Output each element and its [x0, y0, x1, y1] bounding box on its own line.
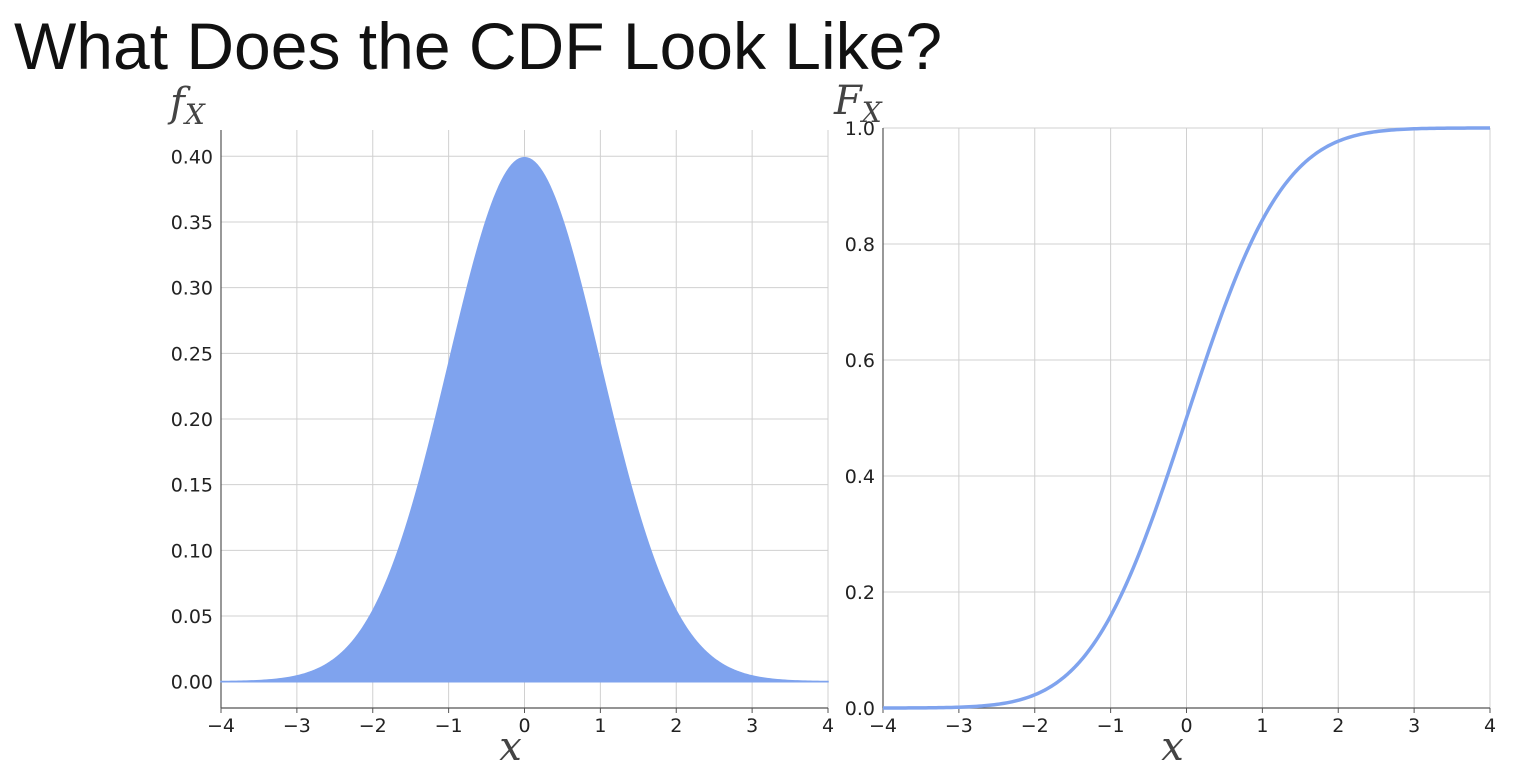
pdf-y-axis-label: fX: [167, 80, 206, 131]
cdf-x-tick-label: 1: [1256, 715, 1268, 737]
pdf-x-tick-label: −2: [359, 715, 387, 737]
slide-title: What Does the CDF Look Like?: [14, 9, 943, 83]
pdf-y-tick-label: 0.15: [171, 475, 213, 497]
cdf-x-tick-label: 3: [1408, 715, 1420, 737]
pdf-y-tick-label: 0.40: [171, 146, 213, 168]
pdf-x-tick-label: 2: [670, 715, 682, 737]
pdf-x-tick-label: −1: [435, 715, 463, 737]
cdf-y-tick-label: 0.2: [845, 582, 875, 604]
cdf-y-tick-label: 0.4: [845, 466, 875, 488]
pdf-x-tick-label: 0: [518, 715, 530, 737]
cdf-x-tick-label: −3: [945, 715, 973, 737]
pdf-y-tick-label: 0.20: [171, 409, 213, 431]
pdf-x-tick-label: 1: [594, 715, 606, 737]
cdf-x-tick-label: −1: [1097, 715, 1125, 737]
pdf-density-area: [220, 156, 829, 683]
pdf-y-tick-label: 0.25: [171, 343, 213, 365]
cdf-x-tick-label: 4: [1484, 715, 1496, 737]
pdf-x-tick-label: −3: [283, 715, 311, 737]
pdf-chart: −4 −3 −2 −1 0 1 2 3 4 0.00 0.05 0.10 0.15 0.20 0.25 0.3…: [167, 80, 834, 770]
cdf-x-tick-label: 2: [1332, 715, 1344, 737]
cdf-x-tick-label: −2: [1021, 715, 1049, 737]
pdf-y-tick-label: 0.30: [171, 278, 213, 300]
pdf-y-tick-label: 0.35: [171, 212, 213, 234]
cdf-cdf-line: [883, 126, 1490, 710]
pdf-y-tick-label: 0.10: [171, 540, 213, 562]
pdf-x-tick-label: 3: [746, 715, 758, 737]
cdf-y-axis-label: FX: [833, 78, 883, 129]
cdf-x-axis-label: x: [1161, 724, 1184, 770]
cdf-y-tick-label: 1.0: [845, 118, 875, 140]
pdf-x-tick-label: −4: [207, 715, 235, 737]
cdf-y-axis-label-base: F: [833, 78, 863, 124]
cdf-y-tick-label: 0.6: [845, 350, 875, 372]
pdf-x-axis-label: x: [499, 724, 522, 770]
pdf-y-tick-label: 0.00: [171, 672, 213, 694]
cdf-x-tick-label: 0: [1180, 715, 1192, 737]
cdf-x-tick-label: −4: [869, 715, 897, 737]
cdf-y-tick-label: 0.8: [845, 234, 875, 256]
pdf-x-tick-label: 4: [822, 715, 834, 737]
pdf-y-axis-label-sub: X: [183, 98, 206, 131]
pdf-y-tick-label: 0.05: [171, 606, 213, 628]
cdf-y-tick-label: 0.0: [845, 698, 875, 720]
cdf-y-axis-label-sub: X: [860, 96, 883, 129]
